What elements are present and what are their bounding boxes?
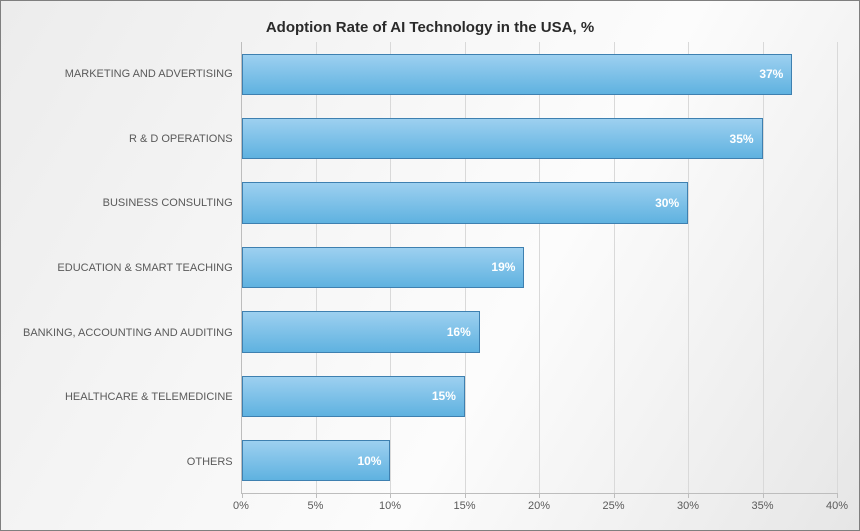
bar-slot: 10% [242,429,837,493]
bar: 37% [242,54,793,95]
x-tick-mark [390,493,391,498]
bar-value-label: 15% [432,389,456,403]
y-axis-label: MARKETING AND ADVERTISING [23,42,241,107]
bar: 19% [242,247,525,288]
bars-layer: 37% 35% 30% 19% 16% 15% 10% [242,42,837,493]
x-tick-mark [688,493,689,498]
bar: 10% [242,440,391,481]
x-tick-label: 35% [751,500,773,512]
y-axis-label: R & D OPERATIONS [23,107,241,172]
x-tick-label: 15% [453,500,475,512]
x-tick-mark [242,493,243,498]
bar-slot: 16% [242,300,837,364]
x-tick-label: 10% [379,500,401,512]
bar-value-label: 16% [447,325,471,339]
x-tick-label: 40% [826,500,848,512]
bar-value-label: 37% [759,67,783,81]
bar: 30% [242,182,689,223]
x-tick-label: 20% [528,500,550,512]
x-tick-mark [614,493,615,498]
bar-value-label: 35% [730,132,754,146]
bar: 35% [242,118,763,159]
x-tick-mark [837,493,838,498]
y-axis-label: BUSINESS CONSULTING [23,171,241,236]
x-tick-label: 0% [233,500,249,512]
chart-area: MARKETING AND ADVERTISINGR & D OPERATION… [23,42,837,518]
bar-slot: 35% [242,106,837,170]
bar: 16% [242,311,480,352]
x-tick-mark [316,493,317,498]
chart-frame: Adoption Rate of AI Technology in the US… [0,0,860,531]
bar: 15% [242,376,465,417]
plot-row: MARKETING AND ADVERTISINGR & D OPERATION… [23,42,837,494]
y-axis-label: BANKING, ACCOUNTING AND AUDITING [23,300,241,365]
x-tick-label: 30% [677,500,699,512]
bar-value-label: 10% [357,454,381,468]
y-axis-label: HEALTHCARE & TELEMEDICINE [23,365,241,430]
gridline [837,42,838,493]
bar-slot: 19% [242,235,837,299]
x-tick-label: 25% [602,500,624,512]
bar-slot: 15% [242,364,837,428]
bar-value-label: 19% [491,260,515,274]
y-axis-label: EDUCATION & SMART TEACHING [23,236,241,301]
x-tick-mark [763,493,764,498]
x-tick-mark [465,493,466,498]
x-axis: 0%5%10%15%20%25%30%35%40% [23,494,837,518]
x-tick-label: 5% [308,500,324,512]
y-axis: MARKETING AND ADVERTISINGR & D OPERATION… [23,42,241,494]
x-ticks: 0%5%10%15%20%25%30%35%40% [241,500,837,518]
chart-title: Adoption Rate of AI Technology in the US… [23,19,837,36]
plot-area: 37% 35% 30% 19% 16% 15% 10% [241,42,837,494]
bar-slot: 30% [242,171,837,235]
y-axis-label: OTHERS [23,429,241,494]
bar-value-label: 30% [655,196,679,210]
x-axis-spacer [23,500,241,518]
bar-slot: 37% [242,42,837,106]
x-tick-mark [539,493,540,498]
